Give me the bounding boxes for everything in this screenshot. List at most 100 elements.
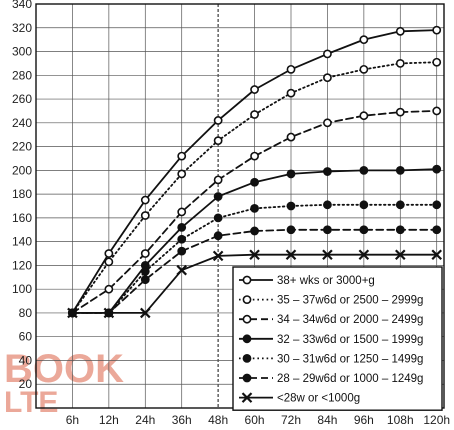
plot-area: 20 40 60 80 100 120 140 160 180 200 220 240 260 280 30…	[12, 0, 450, 427]
point-marker	[103, 307, 115, 319]
point-marker	[286, 201, 296, 211]
point-marker	[242, 334, 252, 344]
point-marker	[213, 192, 223, 201]
series-7	[67, 249, 442, 319]
x-tick-label: 48h	[208, 413, 228, 427]
point-marker	[242, 373, 252, 383]
point-marker	[432, 164, 442, 174]
y-tick-label: 240	[12, 116, 32, 130]
point-marker	[359, 200, 369, 210]
point-marker	[250, 177, 259, 187]
point-marker	[250, 203, 259, 213]
point-marker	[249, 249, 260, 260]
x-tick-label: 72h	[281, 413, 301, 427]
point-marker	[323, 118, 332, 128]
point-marker	[359, 165, 369, 175]
x-tick-label: 12h	[99, 413, 119, 427]
legend: 38+ wks or 3000+g 35 – 37w6d or 2500 – 29…	[232, 266, 443, 411]
point-marker	[213, 231, 223, 241]
watermark-line2: LTE	[4, 386, 58, 419]
point-marker	[176, 264, 187, 276]
point-marker	[322, 249, 333, 260]
point-marker	[213, 116, 223, 125]
x-tick-label: 60h	[245, 413, 265, 427]
point-marker	[285, 249, 297, 260]
y-tick-label: 140	[12, 235, 32, 249]
marker-stroke	[241, 392, 253, 403]
y-tick-label: 160	[12, 211, 32, 225]
y-tick-label: 220	[12, 140, 32, 154]
legend-entry: 32 – 33w6d or 1500 – 1999g	[239, 334, 423, 346]
marker-stroke	[249, 249, 260, 260]
point-marker	[431, 249, 442, 260]
y-tick-label: 20	[19, 377, 33, 391]
x-tick-label: 36h	[172, 413, 192, 427]
point-marker	[395, 26, 405, 36]
point-marker	[250, 85, 259, 94]
legend-label: <28w or <1000g	[277, 393, 360, 405]
point-marker	[177, 246, 187, 256]
point-marker	[395, 107, 405, 117]
point-marker	[140, 249, 150, 258]
point-marker	[323, 73, 332, 83]
point-marker	[242, 295, 252, 304]
point-marker	[177, 222, 187, 232]
point-marker	[177, 207, 187, 217]
point-marker	[104, 257, 114, 267]
point-marker	[286, 169, 296, 179]
point-marker	[241, 392, 253, 403]
legend-entry: 35 – 37w6d or 2500 – 2999g	[239, 295, 423, 307]
point-marker	[359, 35, 369, 45]
point-marker	[323, 200, 332, 210]
legend-label: 34 – 34w6d or 2000 – 2499g	[277, 314, 423, 326]
point-marker	[286, 225, 296, 235]
point-marker	[432, 25, 442, 35]
legend-entry: 28 – 29w6d or 1000 – 1249g	[239, 373, 423, 385]
point-marker	[104, 284, 114, 294]
x-tick-label: 96h	[354, 413, 374, 427]
point-marker	[358, 249, 370, 260]
legend-label: 30 – 31w6d or 1250 – 1499g	[277, 353, 423, 365]
legend-entry: 38+ wks or 3000+g	[239, 275, 375, 287]
y-tick-label: 340	[12, 0, 32, 11]
point-marker	[250, 110, 259, 119]
point-marker	[395, 225, 405, 235]
point-marker	[359, 225, 369, 235]
marker-stroke	[358, 249, 370, 260]
marker-stroke	[322, 249, 333, 260]
point-marker	[395, 59, 405, 68]
marker-stroke	[103, 307, 115, 319]
marker-stroke	[212, 250, 224, 262]
marker-stroke	[67, 307, 78, 319]
y-tick-label: 40	[19, 353, 33, 367]
y-tick-label: 100	[12, 282, 32, 296]
point-marker	[432, 225, 442, 235]
x-tick-label: 84h	[317, 413, 337, 427]
y-tick-label: 200	[12, 163, 32, 177]
point-marker	[432, 57, 442, 67]
y-tick-label: 80	[19, 306, 33, 320]
x-tick-label: 108h	[387, 413, 414, 427]
y-tick-label: 260	[12, 92, 32, 106]
x-tick-label: 24h	[135, 413, 155, 427]
marker-stroke	[140, 307, 151, 319]
point-marker	[359, 111, 369, 121]
legend-label: 35 – 37w6d or 2500 – 2999g	[277, 295, 423, 307]
point-marker	[140, 211, 150, 220]
x-tick-label: 120h	[423, 413, 450, 427]
point-marker	[323, 49, 332, 59]
point-marker	[213, 136, 223, 146]
y-tick-label: 120	[12, 258, 32, 272]
point-marker	[140, 307, 151, 319]
x-tick-label: 6h	[66, 413, 79, 427]
point-marker	[286, 64, 296, 74]
legend-entry: <28w or <1000g	[239, 392, 360, 405]
legend-label: 28 – 29w6d or 1000 – 1249g	[277, 373, 423, 385]
point-marker	[242, 353, 252, 363]
series-2	[68, 57, 442, 318]
point-marker	[67, 307, 78, 319]
point-marker	[213, 213, 223, 223]
point-marker	[177, 234, 187, 244]
y-tick-label: 180	[12, 187, 32, 201]
